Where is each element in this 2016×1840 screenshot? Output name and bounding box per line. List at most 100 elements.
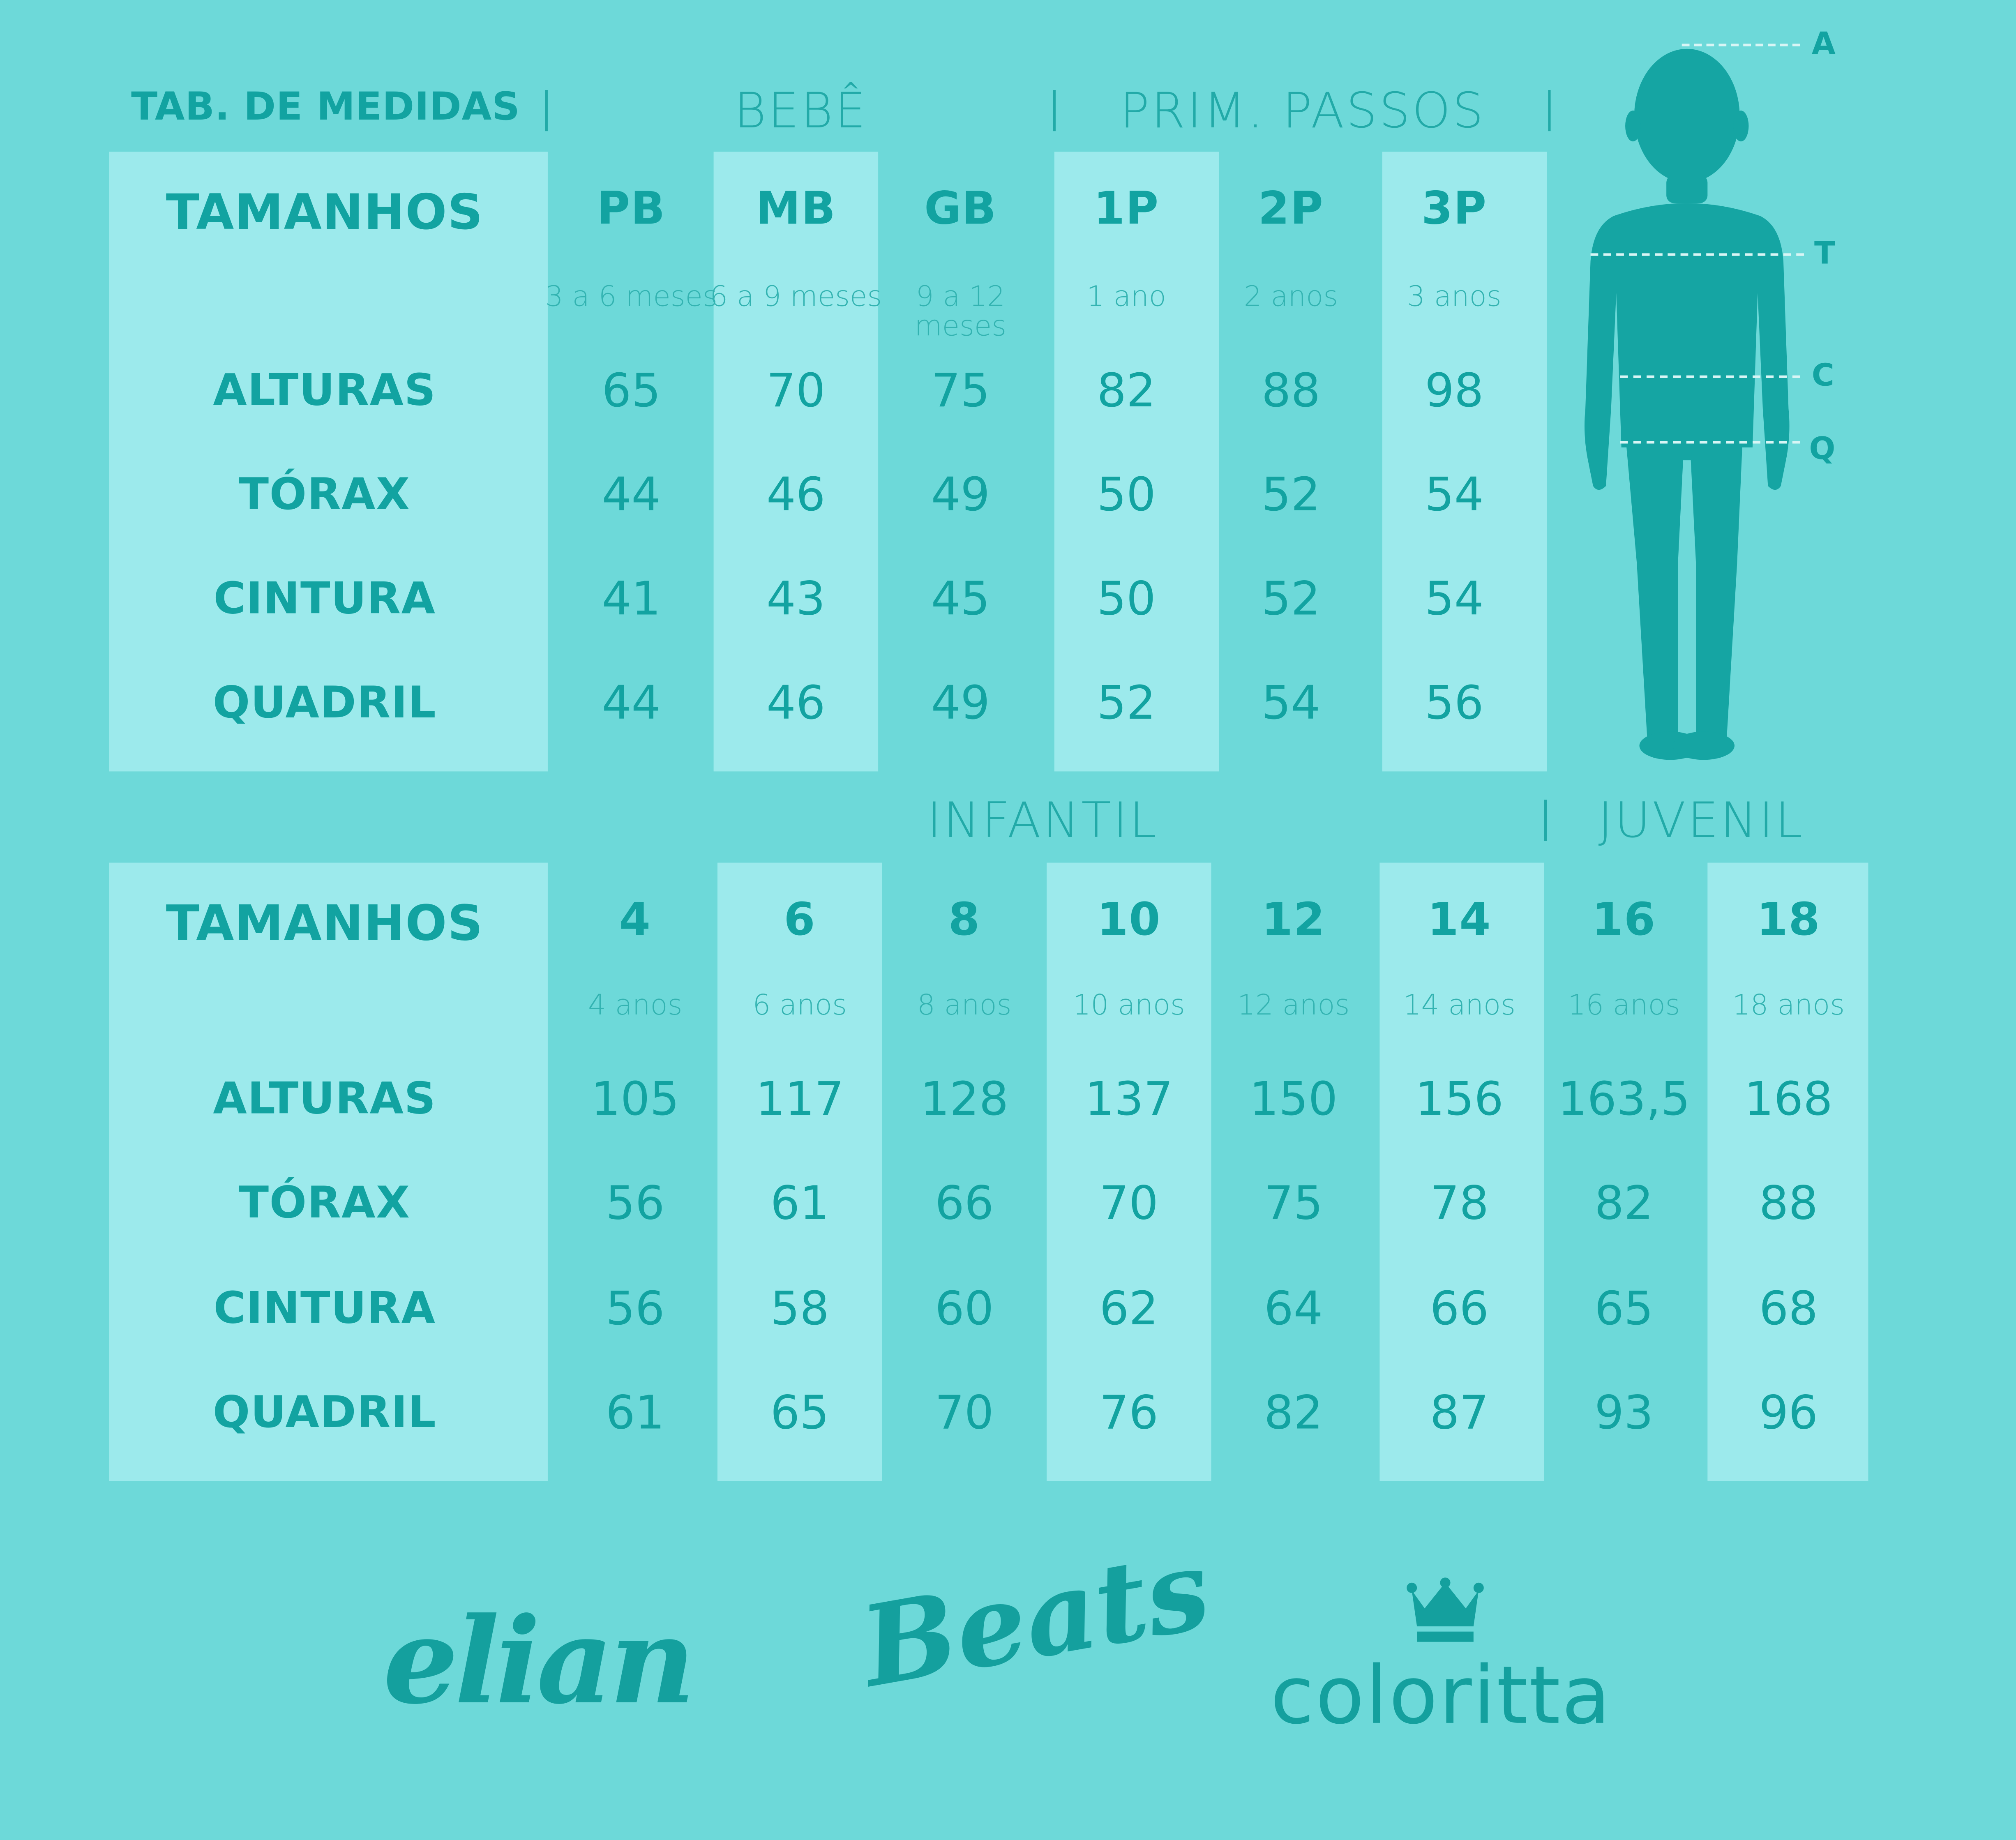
measurement-value: 66 xyxy=(1430,1283,1489,1336)
age-label: 6 anos xyxy=(752,990,847,1022)
row-label: QUADRIL xyxy=(212,677,437,729)
group-bebe: BEBÊ xyxy=(734,82,868,139)
measurement-value: 56 xyxy=(1425,677,1484,731)
measure-label-t: T xyxy=(1814,235,1836,272)
measurement-value: 88 xyxy=(1759,1178,1818,1231)
measurement-value: 87 xyxy=(1430,1387,1489,1440)
separator xyxy=(1053,90,1056,131)
age-label: 8 anos xyxy=(917,990,1012,1022)
age-label: 12 anos xyxy=(1237,990,1350,1022)
crown-icon xyxy=(1407,1577,1484,1642)
measurement-value: 56 xyxy=(606,1178,665,1231)
measurement-value: 75 xyxy=(931,365,990,418)
measurement-value: 56 xyxy=(606,1283,665,1336)
measurement-value: 49 xyxy=(931,677,990,731)
group-infantil: INFANTIL xyxy=(927,792,1159,849)
row-label-panel xyxy=(109,862,548,1481)
measurement-value: 60 xyxy=(935,1283,994,1336)
measurement-value: 61 xyxy=(606,1387,665,1440)
size-label: 6 xyxy=(784,895,816,946)
measurement-value: 70 xyxy=(766,365,826,418)
measurement-value: 43 xyxy=(766,573,826,626)
measure-line-c xyxy=(1620,375,1800,378)
size-label: 16 xyxy=(1592,895,1656,946)
measure-line-a xyxy=(1682,44,1800,46)
measurement-value: 65 xyxy=(1594,1283,1654,1336)
measure-label-q: Q xyxy=(1809,431,1836,467)
row-label: TÓRAX xyxy=(239,469,411,521)
row-label: CINTURA xyxy=(213,1283,436,1335)
measure-line-q xyxy=(1620,441,1800,444)
measurement-value: 52 xyxy=(1261,573,1321,626)
size-label: 3P xyxy=(1421,184,1487,235)
measurement-value: 96 xyxy=(1759,1387,1818,1440)
group-prim-passos: PRIM. PASSOS xyxy=(1120,82,1485,139)
age-label: 3 a 6 meses xyxy=(545,281,717,314)
tamanhos-header: TAMANHOS xyxy=(166,184,484,241)
measurement-value: 41 xyxy=(602,573,661,626)
age-label: 1 ano xyxy=(1086,281,1166,314)
size-label: 12 xyxy=(1261,895,1326,946)
brand-logo-beats: Beats xyxy=(853,1524,1219,1713)
child-silhouette-icon xyxy=(1584,48,1790,760)
measurement-value: 70 xyxy=(935,1387,994,1440)
size-label: 1P xyxy=(1093,184,1159,235)
size-label: PB xyxy=(597,184,666,235)
size-label: 10 xyxy=(1097,895,1161,946)
measurement-value: 150 xyxy=(1249,1073,1338,1127)
group-juvenil: JUVENIL xyxy=(1598,792,1805,849)
measure-label-a: A xyxy=(1811,25,1836,62)
row-label: ALTURAS xyxy=(213,365,436,417)
measurement-value: 45 xyxy=(931,573,990,626)
measurement-value: 76 xyxy=(1099,1387,1158,1440)
measurement-value: 68 xyxy=(1759,1283,1818,1336)
measurement-value: 52 xyxy=(1097,677,1156,731)
age-label: 14 anos xyxy=(1403,990,1516,1022)
age-label: 2 anos xyxy=(1243,281,1338,314)
measurement-value: 163,5 xyxy=(1557,1073,1691,1127)
measurement-value: 93 xyxy=(1594,1387,1654,1440)
measurement-value: 65 xyxy=(770,1387,829,1440)
measurement-value: 65 xyxy=(602,365,661,418)
separator xyxy=(1544,800,1547,841)
measurement-value: 61 xyxy=(770,1178,829,1231)
separator xyxy=(545,90,548,131)
measurement-value: 64 xyxy=(1264,1283,1323,1336)
measurement-value: 88 xyxy=(1261,365,1321,418)
brand-logo-elian: elian xyxy=(383,1591,695,1731)
size-label: 2P xyxy=(1258,184,1324,235)
tamanhos-header: TAMANHOS xyxy=(166,895,484,952)
size-label: 14 xyxy=(1427,895,1492,946)
measurement-value: 75 xyxy=(1264,1178,1323,1231)
measurement-value: 58 xyxy=(770,1283,829,1336)
measurement-value: 82 xyxy=(1097,365,1156,418)
brand-logo-coloritta: coloritta xyxy=(1270,1648,1612,1742)
measurement-value: 54 xyxy=(1425,573,1484,626)
measurement-value: 54 xyxy=(1261,677,1321,731)
size-label: GB xyxy=(924,184,997,235)
age-label: 18 anos xyxy=(1732,990,1845,1022)
chart-title: TAB. DE MEDIDAS xyxy=(131,85,520,130)
measurement-value: 50 xyxy=(1097,469,1156,522)
measurement-value: 44 xyxy=(602,677,661,731)
age-label: 6 a 9 meses xyxy=(710,281,882,314)
column-highlight-panel xyxy=(717,862,882,1481)
measurement-value: 82 xyxy=(1594,1178,1654,1231)
column-highlight-panel xyxy=(1379,862,1544,1481)
age-label: 4 anos xyxy=(588,990,683,1022)
measurement-value: 54 xyxy=(1425,469,1484,522)
measurement-value: 44 xyxy=(602,469,661,522)
column-highlight-panel xyxy=(1382,152,1547,772)
measurement-value: 46 xyxy=(766,469,826,522)
separator xyxy=(1548,90,1551,131)
column-highlight-panel xyxy=(713,152,879,772)
size-label: 18 xyxy=(1756,895,1821,946)
measurement-value: 98 xyxy=(1425,365,1484,418)
column-highlight-panel xyxy=(1054,152,1219,772)
measure-label-c: C xyxy=(1811,357,1834,394)
measurement-value: 128 xyxy=(920,1073,1009,1127)
column-highlight-panel xyxy=(1707,862,1868,1481)
measurement-value: 62 xyxy=(1099,1283,1158,1336)
size-label: 4 xyxy=(619,895,651,946)
